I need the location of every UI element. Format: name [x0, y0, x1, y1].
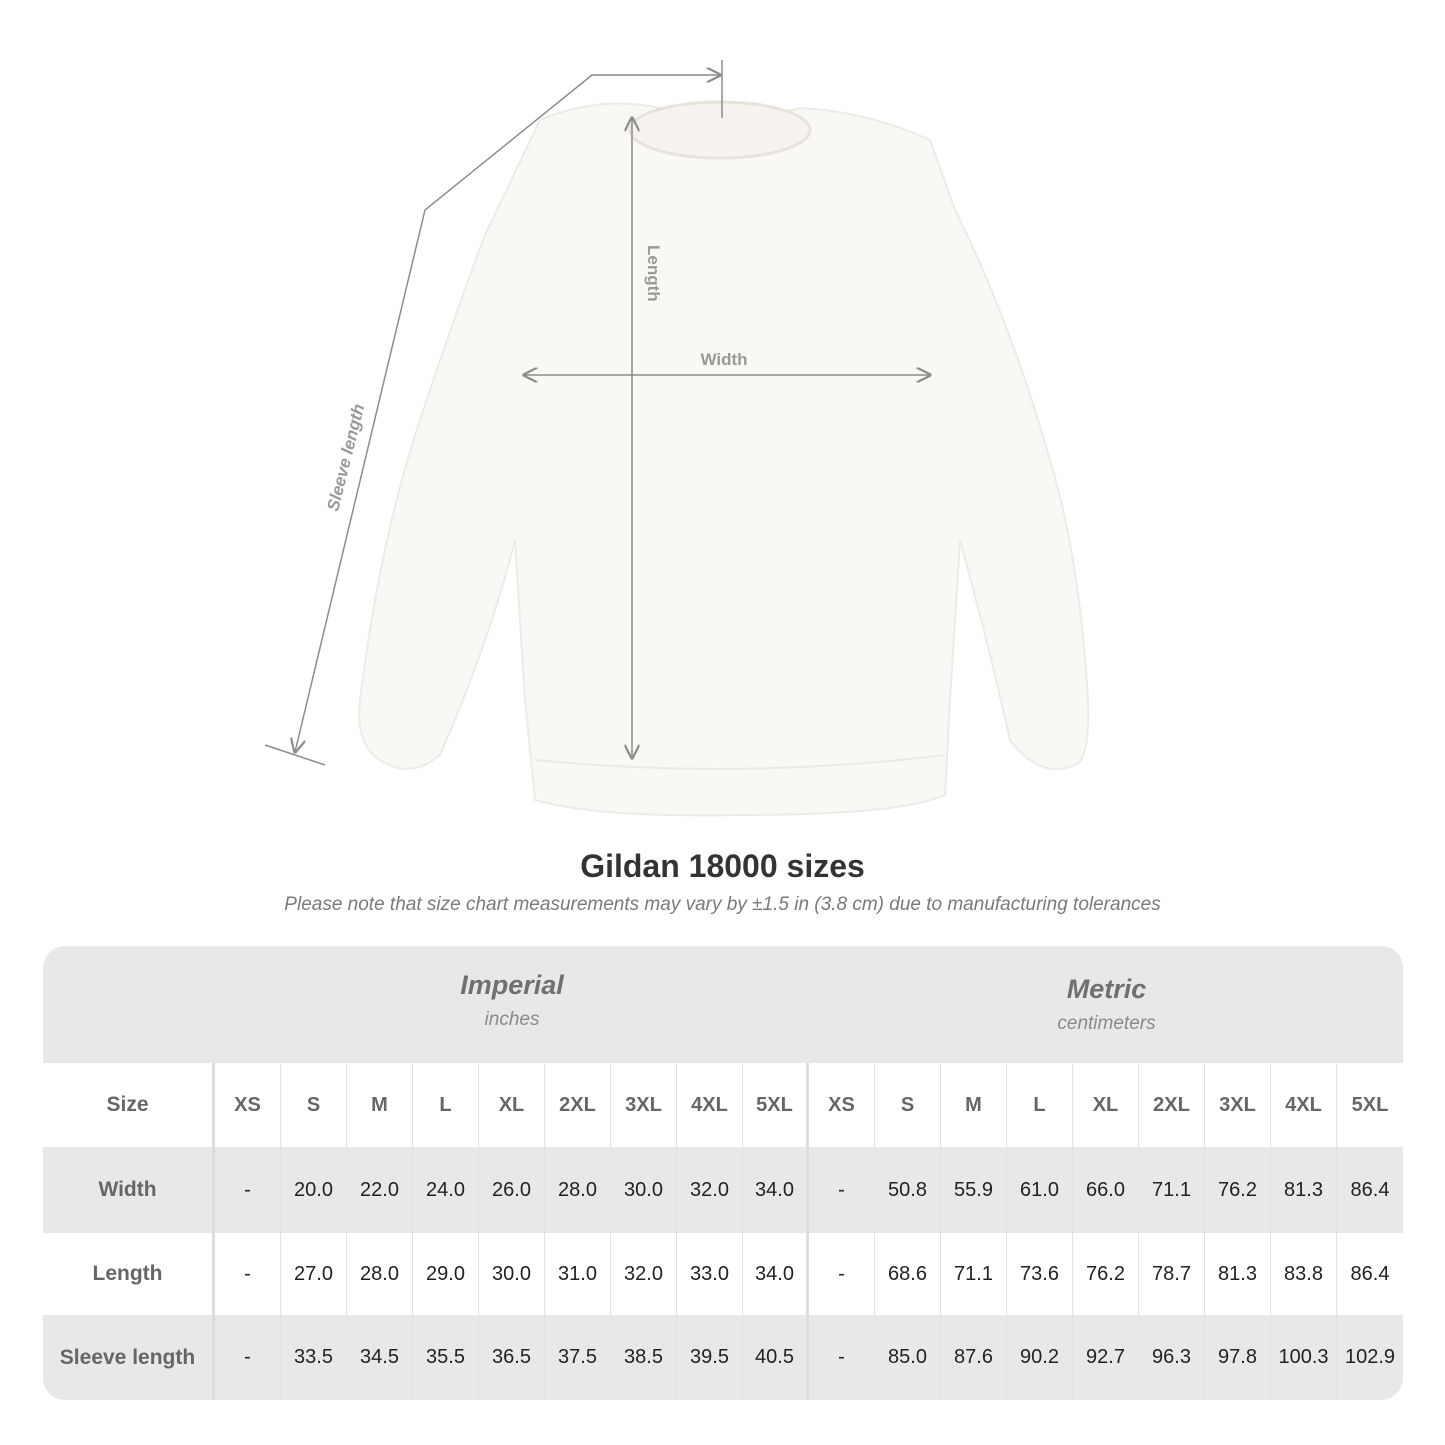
cell-imperial: - [215, 1315, 281, 1400]
cell-metric: 81.3 [1271, 1147, 1337, 1233]
page-title: Gildan 18000 sizes [580, 848, 865, 884]
cell-imperial: 37.5 [545, 1315, 611, 1400]
size-header-imperial: XL [479, 1063, 545, 1147]
cell-imperial: 38.5 [611, 1315, 677, 1400]
size-header-imperial: L [413, 1063, 479, 1147]
cell-imperial: 28.0 [545, 1147, 611, 1233]
cell-metric: 66.0 [1073, 1147, 1139, 1233]
cell-imperial: 30.0 [479, 1233, 545, 1315]
cell-metric: 92.7 [1073, 1315, 1139, 1400]
imperial-title: Imperial [460, 970, 564, 1000]
cell-metric: - [809, 1147, 875, 1233]
cell-imperial: 39.5 [677, 1315, 743, 1400]
cell-imperial: 34.0 [743, 1233, 809, 1315]
size-header-metric: L [1007, 1063, 1073, 1147]
cell-imperial: - [215, 1233, 281, 1315]
size-header-metric: XL [1073, 1063, 1139, 1147]
cell-imperial: 24.0 [413, 1147, 479, 1233]
cell-metric: 76.2 [1073, 1233, 1139, 1315]
size-header-metric: M [941, 1063, 1007, 1147]
cell-metric: 71.1 [941, 1233, 1007, 1315]
length-label: Length [644, 245, 663, 302]
cell-metric: 87.6 [941, 1315, 1007, 1400]
size-header-row: Size XS S M L XL 2XL 3XL 4XL 5XL XS S M L XL 2XL 3XL 4XL 5… [43, 1063, 1403, 1147]
size-header-metric: XS [809, 1063, 875, 1147]
cell-metric: 71.1 [1139, 1147, 1205, 1233]
cell-metric: 100.3 [1271, 1315, 1337, 1400]
width-label: Width [700, 350, 747, 369]
cell-imperial: 32.0 [677, 1147, 743, 1233]
cell-imperial: 34.0 [743, 1147, 809, 1233]
cell-metric: - [809, 1315, 875, 1400]
cell-imperial: 30.0 [611, 1147, 677, 1233]
row-label: Sleeve length [43, 1315, 215, 1400]
sweatshirt-illustration: Length Width Sleeve length [264, 60, 1090, 817]
table-row: Sleeve length -33.5 34.5 35.5 36.5 37.5 38.5 39… [43, 1315, 1403, 1400]
cell-imperial: 27.0 [281, 1233, 347, 1315]
cell-metric: 61.0 [1007, 1147, 1073, 1233]
cell-imperial: 31.0 [545, 1233, 611, 1315]
cell-imperial: 36.5 [479, 1315, 545, 1400]
cell-imperial: 33.0 [677, 1233, 743, 1315]
cell-metric: 96.3 [1139, 1315, 1205, 1400]
cell-imperial: 35.5 [413, 1315, 479, 1400]
row-label: Size [43, 1063, 215, 1147]
cell-imperial: 40.5 [743, 1315, 809, 1400]
metric-title: Metric [1066, 974, 1147, 1004]
metric-header: Metric centimeters [810, 974, 1403, 1035]
metric-unit: centimeters [1057, 1013, 1156, 1034]
cell-metric: 76.2 [1205, 1147, 1271, 1233]
cell-metric: 102.9 [1344, 1346, 1396, 1368]
cell-imperial: - [215, 1147, 281, 1233]
tolerance-note: Please note that size chart measurements… [284, 894, 1161, 915]
sleeve-length-label: Sleeve length [323, 402, 368, 513]
cell-metric: 97.8 [1205, 1315, 1271, 1400]
cell-imperial: 26.0 [479, 1147, 545, 1233]
measurement-lines [264, 60, 930, 766]
cell-metric: 86.4 [1350, 1262, 1390, 1285]
cell-metric: 78.7 [1139, 1233, 1205, 1315]
size-header-metric: S [875, 1063, 941, 1147]
size-header-metric: 3XL [1205, 1063, 1271, 1147]
cell-metric: 55.9 [941, 1147, 1007, 1233]
imperial-unit: inches [484, 1009, 540, 1030]
cell-metric: 83.8 [1271, 1233, 1337, 1315]
cell-imperial: 32.0 [611, 1233, 677, 1315]
cell-imperial: 22.0 [347, 1147, 413, 1233]
row-label: Length [43, 1233, 215, 1315]
cell-metric: 86.4 [1350, 1178, 1390, 1201]
size-table: Imperial inches Metric centimeters Size X… [43, 946, 1403, 1400]
cell-imperial: 34.5 [347, 1315, 413, 1400]
cell-metric: 50.8 [875, 1147, 941, 1233]
size-header-metric: 2XL [1139, 1063, 1205, 1147]
cell-metric: 68.6 [875, 1233, 941, 1315]
size-header-imperial: 3XL [611, 1063, 677, 1147]
cell-imperial: 20.0 [281, 1147, 347, 1233]
cell-imperial: 28.0 [347, 1233, 413, 1315]
size-header-metric: 4XL [1271, 1063, 1337, 1147]
row-label: Width [43, 1147, 215, 1233]
cell-imperial: 29.0 [413, 1233, 479, 1315]
cell-metric: 73.6 [1007, 1233, 1073, 1315]
size-header-imperial: S [281, 1063, 347, 1147]
cell-metric: 81.3 [1205, 1233, 1271, 1315]
size-header-metric: 5XL [1351, 1093, 1389, 1116]
cell-metric: - [809, 1233, 875, 1315]
imperial-header: Imperial inches [215, 970, 809, 1031]
size-header-imperial: 2XL [545, 1063, 611, 1147]
size-header-imperial: M [347, 1063, 413, 1147]
cell-imperial: 33.5 [281, 1315, 347, 1400]
table-row: Width -20.0 22.0 24.0 26.0 28.0 30.0 32.0 34.0-5… [43, 1147, 1403, 1233]
unit-header [43, 946, 1403, 1063]
table-row: Length -27.0 28.0 29.0 30.0 31.0 32.0 33.0 34.0-… [43, 1233, 1403, 1315]
cell-metric: 85.0 [875, 1315, 941, 1400]
size-header-imperial: 4XL [677, 1063, 743, 1147]
size-header-imperial: 5XL [743, 1063, 809, 1147]
cell-metric: 90.2 [1007, 1315, 1073, 1400]
sweatshirt-shape [358, 100, 1090, 817]
size-header-imperial: XS [215, 1063, 281, 1147]
